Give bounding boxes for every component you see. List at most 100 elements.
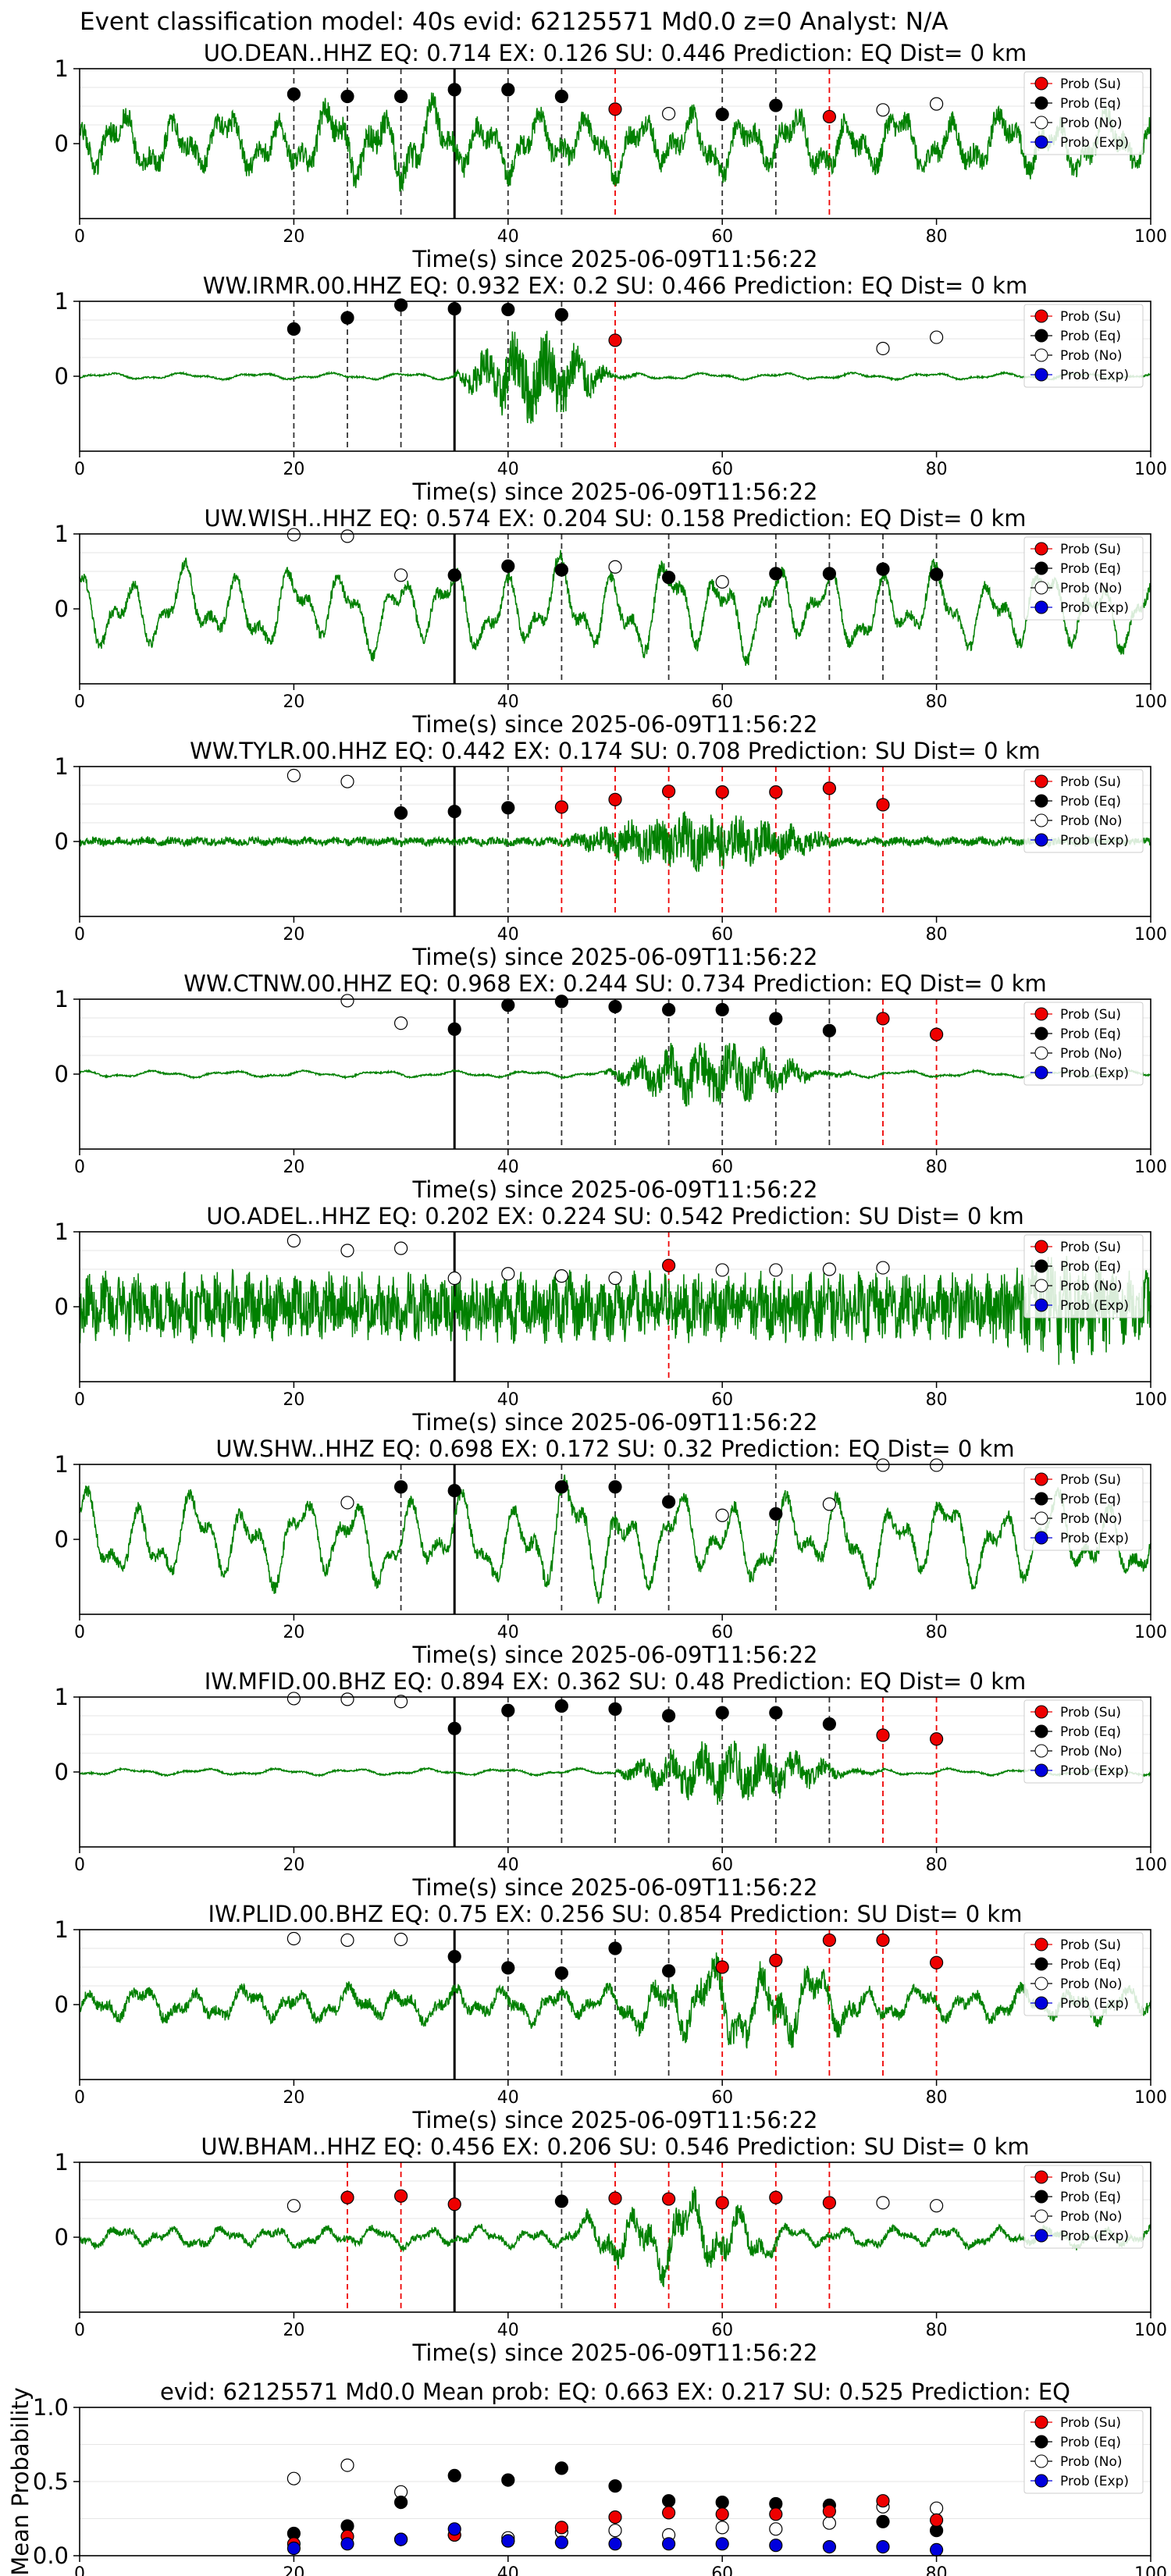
- prob-marker-su: [822, 781, 837, 795]
- prob-marker-no: [554, 1269, 569, 1283]
- prob-marker-no: [929, 2199, 944, 2213]
- legend-marker-no: [1034, 1511, 1048, 1525]
- legend-marker-eq: [1034, 1724, 1048, 1738]
- prob-marker-no: [876, 1261, 890, 1275]
- mean-marker-su: [876, 2494, 890, 2508]
- x-axis-label: Time(s) since 2025-06-09T11:56:22: [412, 2339, 818, 2366]
- prob-marker-eq: [769, 1012, 783, 1026]
- x-tick-label: 40: [497, 925, 519, 945]
- prob-marker-eq: [661, 1495, 676, 1509]
- legend-marker-exp: [1034, 2474, 1048, 2488]
- prob-marker-eq: [822, 1023, 837, 1037]
- prob-marker-eq: [447, 568, 461, 582]
- panel-title: WW.TYLR.00.HHZ EQ: 0.442 EX: 0.174 SU: 0…: [190, 738, 1041, 764]
- panel-title: UO.ADEL..HHZ EQ: 0.202 EX: 0.224 SU: 0.5…: [206, 1203, 1024, 1229]
- x-axis-label: Time(s) since 2025-06-09T11:56:22: [412, 1642, 818, 1668]
- legend-marker-eq: [1034, 794, 1048, 808]
- mean-marker-no: [822, 2516, 837, 2530]
- prob-marker-su: [822, 2196, 837, 2210]
- legend-box: [1023, 1467, 1144, 1551]
- prob-marker-no: [661, 107, 676, 121]
- legend-box: [1023, 304, 1144, 388]
- mean-marker-exp: [447, 2522, 461, 2536]
- x-tick-label: 80: [926, 692, 948, 712]
- legend-label-exp: Prob (Exp): [1060, 1996, 1129, 2012]
- legend-marker-exp: [1034, 1298, 1048, 1312]
- prob-marker-no: [876, 1458, 890, 1472]
- x-tick-label: 40: [497, 692, 519, 712]
- mean-marker-no: [340, 2458, 354, 2472]
- prob-marker-su: [447, 2197, 461, 2211]
- y-tick-label: 1: [55, 1219, 69, 1245]
- legend-marker-exp: [1034, 135, 1048, 149]
- mean-marker-su: [554, 2521, 569, 2535]
- prob-marker-eq: [822, 1717, 837, 1731]
- legend-marker-eq: [1034, 329, 1048, 343]
- legend-box: [1023, 769, 1144, 853]
- y-tick-label: 1: [55, 288, 69, 315]
- prob-marker-eq: [822, 567, 837, 581]
- x-tick-label: 60: [711, 925, 733, 945]
- legend-marker-exp: [1034, 1531, 1048, 1545]
- prob-marker-eq: [340, 89, 354, 104]
- y-axis-label: Mean Probability: [7, 2387, 34, 2576]
- x-tick-label: 0: [74, 460, 85, 479]
- legend-marker-no: [1034, 813, 1048, 827]
- prob-marker-no: [340, 1244, 354, 1258]
- panel-10: evid: 62125571 Md0.0 Mean prob: EQ: 0.66…: [7, 2379, 1167, 2576]
- mean-marker-exp: [608, 2537, 622, 2551]
- panel-title: UW.WISH..HHZ EQ: 0.574 EX: 0.204 SU: 0.1…: [204, 505, 1026, 532]
- prob-marker-no: [876, 2196, 890, 2210]
- mean-marker-exp: [393, 2532, 408, 2546]
- waveform-trace: [79, 92, 1151, 192]
- x-axis-label: Time(s) since 2025-06-09T11:56:22: [412, 1874, 818, 1901]
- x-tick-label: 20: [283, 227, 304, 247]
- y-tick-label: 1: [55, 753, 69, 780]
- legend-marker-no: [1034, 2209, 1048, 2223]
- panel-title: IW.PLID.00.BHZ EQ: 0.75 EX: 0.256 SU: 0.…: [208, 1901, 1023, 1927]
- prob-marker-eq: [769, 1507, 783, 1521]
- legend-marker-no: [1034, 2454, 1048, 2468]
- legend-marker-no: [1034, 348, 1048, 362]
- y-tick-label: 1.0: [33, 2394, 69, 2421]
- prob-marker-eq: [287, 87, 301, 101]
- prob-marker-su: [393, 2189, 408, 2203]
- mean-marker-eq: [715, 2496, 729, 2510]
- x-tick-label: 20: [283, 1390, 304, 1410]
- y-tick-label: 1: [55, 1684, 69, 1710]
- legend-marker-exp: [1034, 1996, 1048, 2010]
- x-tick-label: 0: [74, 925, 85, 945]
- legend-label-eq: Prob (Eq): [1060, 1492, 1121, 1507]
- prob-marker-no: [501, 1267, 515, 1281]
- prob-marker-no: [340, 1496, 354, 1510]
- legend-marker-no: [1034, 1744, 1048, 1758]
- mean-marker-no: [715, 2521, 729, 2535]
- waveform-trace: [79, 330, 1151, 424]
- legend-label-eq: Prob (Eq): [1060, 561, 1121, 577]
- y-tick-label: 0: [55, 1991, 69, 2018]
- legend-label-exp: Prob (Exp): [1060, 1531, 1129, 1546]
- legend-label-su: Prob (Su): [1060, 542, 1121, 557]
- x-tick-label: 100: [1134, 2564, 1167, 2576]
- prob-marker-su: [661, 785, 676, 799]
- legend-marker-su: [1034, 1937, 1048, 1952]
- x-tick-label: 100: [1134, 460, 1167, 479]
- prob-marker-eq: [447, 302, 461, 316]
- legend-label-no: Prob (No): [1060, 2454, 1123, 2470]
- y-tick-label: 1: [55, 1451, 69, 1478]
- x-axis-label: Time(s) since 2025-06-09T11:56:22: [412, 944, 818, 970]
- legend-marker-su: [1034, 309, 1048, 323]
- legend-marker-su: [1034, 1472, 1048, 1486]
- x-tick-label: 80: [926, 2088, 948, 2108]
- legend-marker-no: [1034, 1046, 1048, 1060]
- legend-marker-eq: [1034, 1957, 1048, 1971]
- prob-marker-su: [929, 1027, 944, 1041]
- prob-marker-su: [876, 798, 890, 812]
- prob-marker-eq: [393, 806, 408, 820]
- panel-8: IW.PLID.00.BHZ EQ: 0.75 EX: 0.256 SU: 0.…: [55, 1901, 1167, 2133]
- x-tick-label: 0: [74, 1856, 85, 1875]
- prob-marker-no: [769, 1263, 783, 1277]
- legend-label-no: Prob (No): [1060, 1279, 1123, 1294]
- legend-label-su: Prob (Su): [1060, 2170, 1121, 2186]
- mean-marker-exp: [822, 2540, 837, 2554]
